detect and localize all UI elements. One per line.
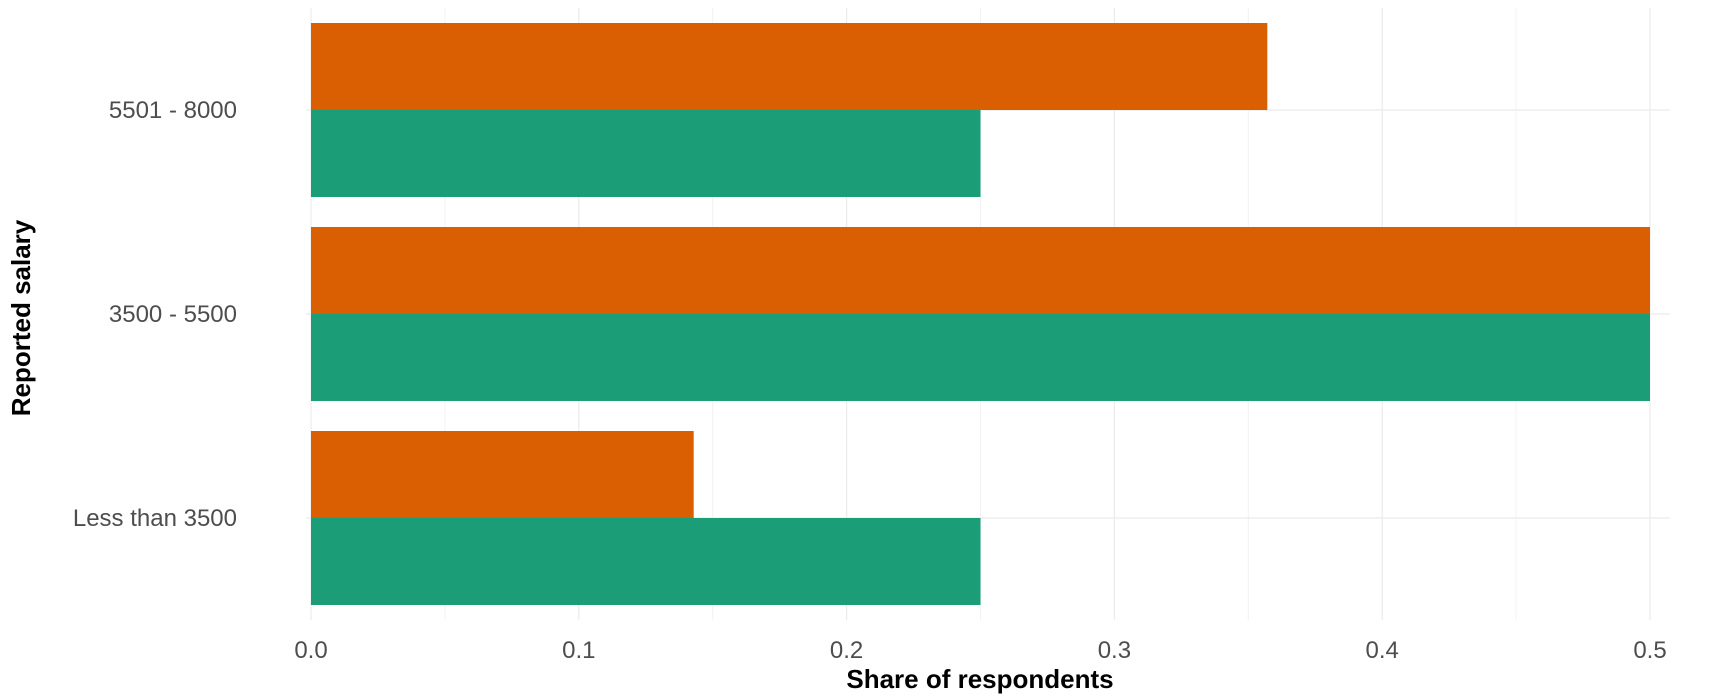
bar-series-1 bbox=[311, 23, 1268, 110]
x-tick-label: 0.5 bbox=[1633, 637, 1666, 664]
bar-series-1 bbox=[311, 431, 694, 518]
y-tick-label: 5501 - 8000 bbox=[109, 97, 237, 124]
x-axis-title: Share of respondents bbox=[846, 664, 1113, 694]
x-tick-label: 0.2 bbox=[830, 637, 863, 664]
x-axis-ticks: 0.0 0.1 0.2 0.3 0.4 0.5 bbox=[294, 637, 1666, 664]
x-tick-label: 0.1 bbox=[562, 637, 595, 664]
y-tick-label: 3500 - 5500 bbox=[109, 301, 237, 328]
bar-series-2 bbox=[311, 518, 981, 605]
y-axis-title: Reported salary bbox=[6, 219, 36, 416]
bar-series-1 bbox=[311, 227, 1650, 314]
y-tick-label: Less than 3500 bbox=[73, 505, 237, 532]
y-axis-ticks: Less than 3500 3500 - 5500 5501 - 8000 bbox=[73, 97, 237, 532]
bar-series-2 bbox=[311, 110, 981, 197]
bar-series-2 bbox=[311, 314, 1650, 401]
x-tick-label: 0.4 bbox=[1366, 637, 1399, 664]
x-tick-label: 0.0 bbox=[294, 637, 327, 664]
x-tick-label: 0.3 bbox=[1098, 637, 1131, 664]
bars bbox=[311, 23, 1650, 605]
